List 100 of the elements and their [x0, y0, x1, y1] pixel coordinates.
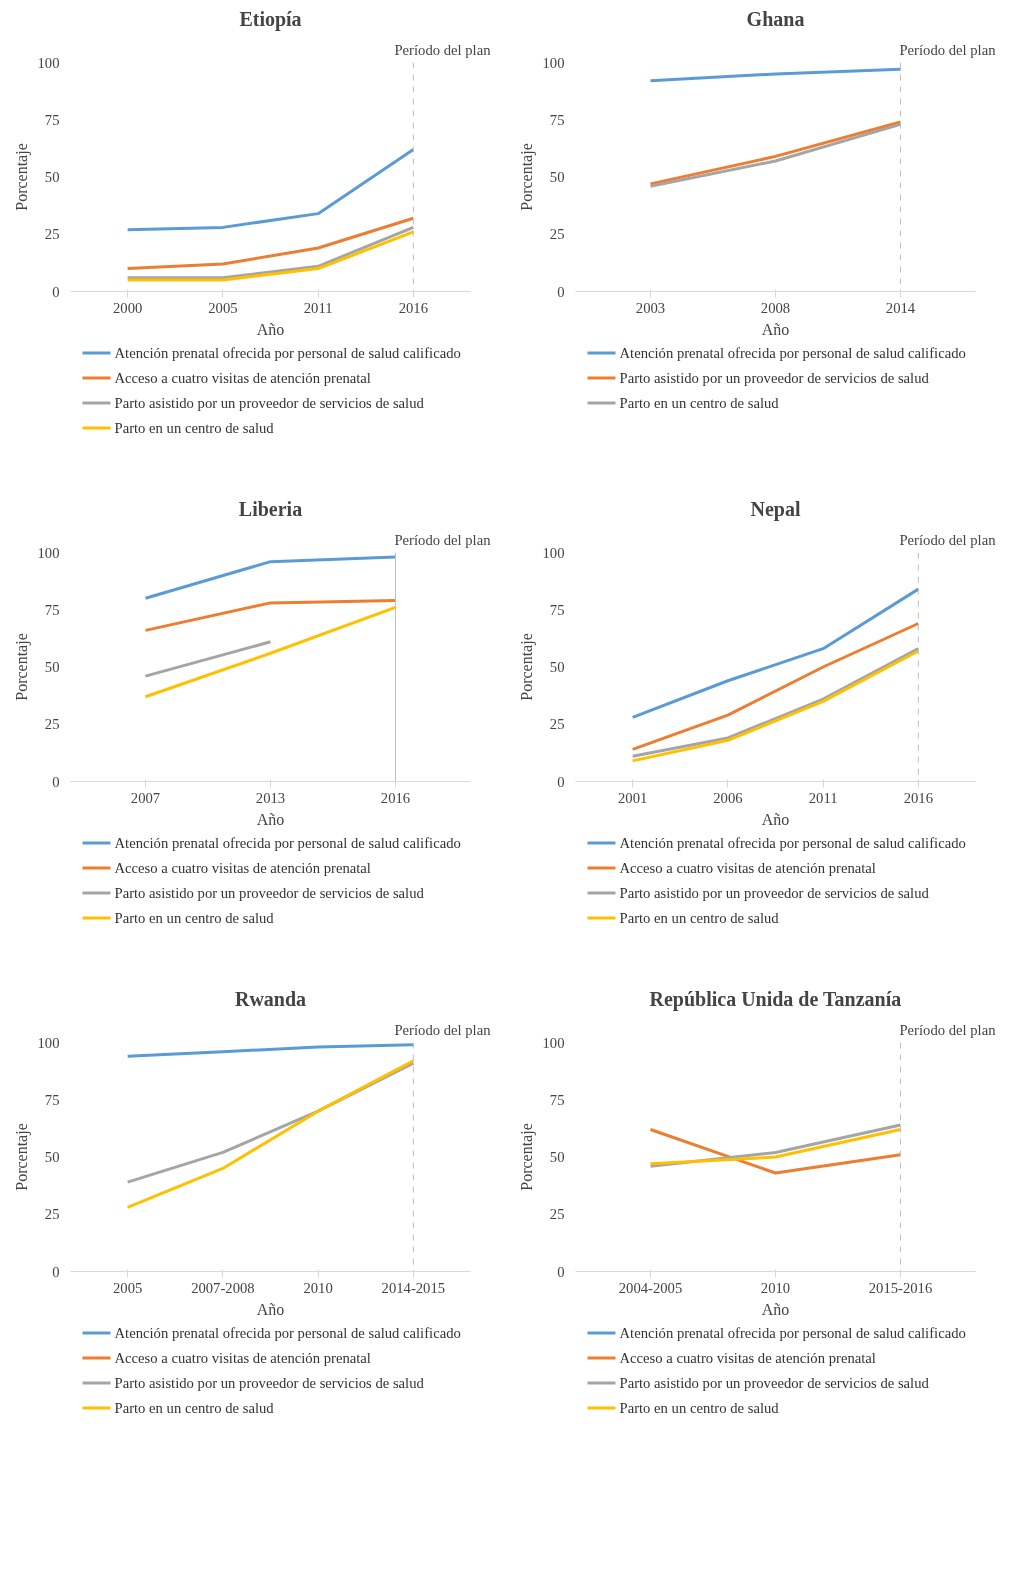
legend-label: Parto en un centro de salud [114, 1400, 275, 1416]
x-axis-title: Año [761, 320, 790, 338]
y-tick-label: 0 [557, 1263, 565, 1280]
x-tick-label: 2010 [760, 1279, 791, 1296]
ref-line-label: Período del plan [394, 1021, 492, 1038]
legend-label: Parto asistido por un proveedor de servicios de salud [114, 1375, 425, 1391]
legend-label: Parto asistido por un proveedor de servicios de salud [114, 885, 425, 901]
x-tick-label: 2013 [255, 789, 286, 806]
x-tick-label: 2011 [303, 299, 333, 316]
y-tick-label: 25 [44, 226, 60, 243]
line-series [126, 1059, 415, 1209]
legend-label: Atención prenatal ofrecida por personal de salud calificado [619, 345, 966, 361]
y-tick-label: 0 [557, 283, 565, 300]
line-series [126, 1043, 415, 1058]
line-series [126, 216, 415, 271]
y-tick-label: 75 [44, 601, 60, 618]
y-tick-label: 50 [549, 1149, 565, 1165]
chart-title: Etiopía [239, 7, 302, 31]
legend-label: Atención prenatal ofrecida por personal de salud calificado [114, 345, 461, 361]
x-tick-label: 2014 [885, 299, 916, 316]
y-tick-label: 100 [37, 544, 60, 561]
legend-label: Atención prenatal ofrecida por personal de salud calificado [114, 1325, 461, 1341]
x-tick-label: 2016 [903, 789, 934, 806]
y-axis-title: Porcentaje [12, 1123, 31, 1191]
legend-label: Parto en un centro de salud [114, 910, 275, 926]
x-tick-label: 2011 [808, 789, 838, 806]
x-tick-label: 2005 [112, 1279, 143, 1296]
legend-label: Parto asistido por un proveedor de servicios de salud [619, 885, 930, 901]
chart-title: Ghana [746, 7, 805, 30]
y-tick-label: 100 [37, 1034, 60, 1051]
x-tick-label: 2008 [760, 299, 791, 316]
line-series [631, 621, 920, 751]
x-tick-label: 2003 [635, 299, 666, 316]
y-tick-label: 75 [549, 601, 565, 618]
x-tick-label: 2016 [380, 789, 411, 806]
x-tick-label: 2014-2015 [381, 1279, 446, 1296]
y-tick-label: 0 [557, 773, 565, 790]
legend-label: Atención prenatal ofrecida por personal de salud calificado [619, 835, 966, 851]
ref-line-label: Período del plan [899, 531, 997, 548]
y-tick-label: 50 [44, 659, 60, 675]
x-tick-label: 2000 [112, 299, 143, 316]
chart-title: Rwanda [234, 987, 307, 1010]
legend-label: Acceso a cuatro visitas de atención prenatal [114, 370, 371, 386]
y-tick-label: 75 [44, 1091, 60, 1108]
y-tick-label: 50 [44, 1149, 60, 1165]
y-tick-label: 25 [549, 716, 565, 733]
x-axis-title: Año [761, 810, 790, 828]
x-tick-label: 2004-2005 [618, 1279, 683, 1296]
x-axis-title: Año [256, 810, 285, 828]
legend-label: Parto asistido por un proveedor de servicios de salud [619, 1375, 930, 1391]
x-tick-label: 2001 [617, 789, 648, 806]
legend-label: Acceso a cuatro visitas de atención prenatal [619, 1350, 876, 1366]
x-tick-label: 2006 [713, 789, 743, 806]
y-tick-label: 50 [549, 659, 565, 675]
legend-label: Acceso a cuatro visitas de atención prenatal [619, 860, 876, 876]
y-tick-label: 0 [52, 773, 60, 790]
ref-line-label: Período del plan [394, 41, 492, 58]
x-tick-label: 2010 [303, 1279, 333, 1296]
legend-label: Acceso a cuatro visitas de atención prenatal [114, 1350, 371, 1366]
y-tick-label: 25 [44, 716, 60, 733]
y-axis-title: Porcentaje [12, 633, 31, 701]
legend-label: Parto asistido por un proveedor de servicios de salud [619, 370, 930, 386]
y-axis-title: Porcentaje [517, 143, 536, 211]
chart-title: Liberia [238, 497, 303, 520]
y-tick-label: 0 [52, 1263, 60, 1280]
y-tick-label: 75 [549, 1091, 565, 1108]
chart-title: República Unida de Tanzanía [649, 987, 902, 1011]
y-tick-label: 50 [549, 169, 565, 185]
y-tick-label: 25 [549, 1206, 565, 1223]
y-tick-label: 25 [44, 1206, 60, 1223]
y-tick-label: 25 [549, 226, 565, 243]
y-tick-label: 75 [44, 111, 60, 128]
legend-label: Atención prenatal ofrecida por personal de salud calificado [114, 835, 461, 851]
y-axis-title: Porcentaje [12, 143, 31, 211]
y-tick-label: 50 [44, 169, 60, 185]
chart-title: Nepal [750, 497, 801, 521]
x-tick-label: 2005 [208, 299, 238, 316]
x-axis-title: Año [256, 1300, 285, 1318]
y-tick-label: 100 [37, 54, 60, 71]
ref-line-label: Período del plan [394, 531, 492, 548]
y-tick-label: 0 [52, 283, 60, 300]
line-series [631, 587, 920, 719]
y-tick-label: 100 [542, 54, 565, 71]
legend-label: Parto en un centro de salud [619, 1400, 780, 1416]
y-tick-label: 75 [549, 111, 565, 128]
y-tick-label: 100 [542, 1034, 565, 1051]
legend-label: Parto en un centro de salud [619, 395, 780, 411]
legend-label: Parto asistido por un proveedor de servicios de salud [114, 395, 425, 411]
y-axis-title: Porcentaje [517, 633, 536, 701]
x-axis-title: Año [761, 1300, 790, 1318]
ref-line-label: Período del plan [899, 41, 997, 58]
x-axis-title: Año [256, 320, 285, 338]
x-tick-label: 2015-2016 [868, 1279, 933, 1296]
y-axis-title: Porcentaje [517, 1123, 536, 1191]
line-series [126, 148, 415, 232]
ref-line-label: Período del plan [899, 1021, 997, 1038]
x-tick-label: 2016 [398, 299, 429, 316]
legend-label: Parto en un centro de salud [114, 420, 275, 436]
legend-label: Parto en un centro de salud [619, 910, 780, 926]
x-tick-label: 2007 [130, 789, 161, 806]
